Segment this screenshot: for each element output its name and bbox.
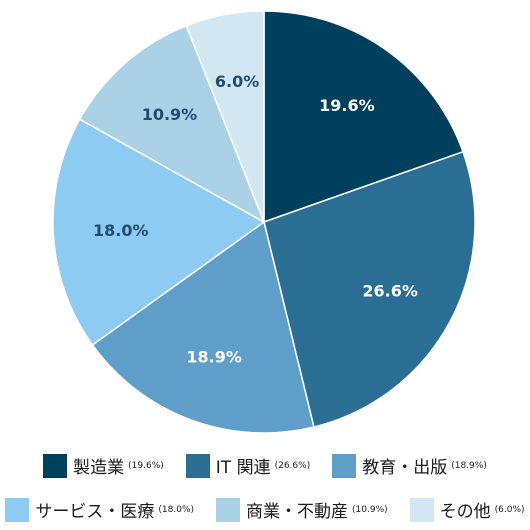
pie-slice-5 xyxy=(185,10,265,223)
pie-slice-2 xyxy=(91,220,315,434)
legend-percent-2: (18.9%) xyxy=(451,460,487,471)
legend-label-3: サービス・医療 xyxy=(35,502,155,522)
legend-percent-0: (19.6%) xyxy=(128,460,164,471)
pie-slice-3 xyxy=(52,118,266,346)
pie-chart: 19.6% 26.6% 18.9% 18.0% 10.9% 6.0% xyxy=(52,10,476,434)
legend-swatch-0 xyxy=(43,453,68,478)
slice-value-label-3: 18.0% xyxy=(93,221,149,240)
legend-item-5: その他 (6.0%) xyxy=(409,497,525,522)
legend-swatch-4 xyxy=(216,497,241,522)
legend-percent-3: (18.0%) xyxy=(158,504,195,515)
legend-label-0: 製造業 xyxy=(73,458,125,478)
legend-label-4: 商業・不動産 xyxy=(246,502,349,522)
legend-percent-1: (26.6%) xyxy=(274,460,311,471)
legend-row-2: サービス・医療 (18.0%) 商業・不動産 (10.9%) その他 (6.0%) xyxy=(0,497,530,522)
legend-label-2: 教育・出版 xyxy=(362,458,448,478)
legend-item-4: 商業・不動産 (10.9%) xyxy=(216,497,388,522)
legend-label-5: その他 xyxy=(439,502,491,522)
legend-item-1: IT 関連 (26.6%) xyxy=(185,453,311,478)
pie-slice-4 xyxy=(78,24,266,224)
legend-label-1: IT 関連 xyxy=(215,458,271,478)
legend-swatch-5 xyxy=(409,497,434,522)
pie-slice-1 xyxy=(263,150,476,428)
slice-value-label-4: 10.9% xyxy=(142,105,198,124)
legend-swatch-1 xyxy=(185,453,210,478)
legend-item-2: 教育・出版 (18.9%) xyxy=(332,453,487,478)
slice-value-label-2: 18.9% xyxy=(186,348,242,367)
slice-value-label-5: 6.0% xyxy=(215,72,259,91)
legend-swatch-3 xyxy=(5,497,30,522)
legend-swatch-2 xyxy=(332,453,357,478)
legend-row-1: 製造業 (19.6%) IT 関連 (26.6%) 教育・出版 (18.9%) xyxy=(0,453,530,478)
legend-percent-5: (6.0%) xyxy=(494,504,525,515)
legend-item-3: サービス・医療 (18.0%) xyxy=(5,497,194,522)
slice-value-label-0: 19.6% xyxy=(319,96,375,115)
legend-item-0: 製造業 (19.6%) xyxy=(43,453,164,478)
legend-percent-4: (10.9%) xyxy=(352,504,388,515)
slice-value-label-1: 26.6% xyxy=(362,281,418,300)
